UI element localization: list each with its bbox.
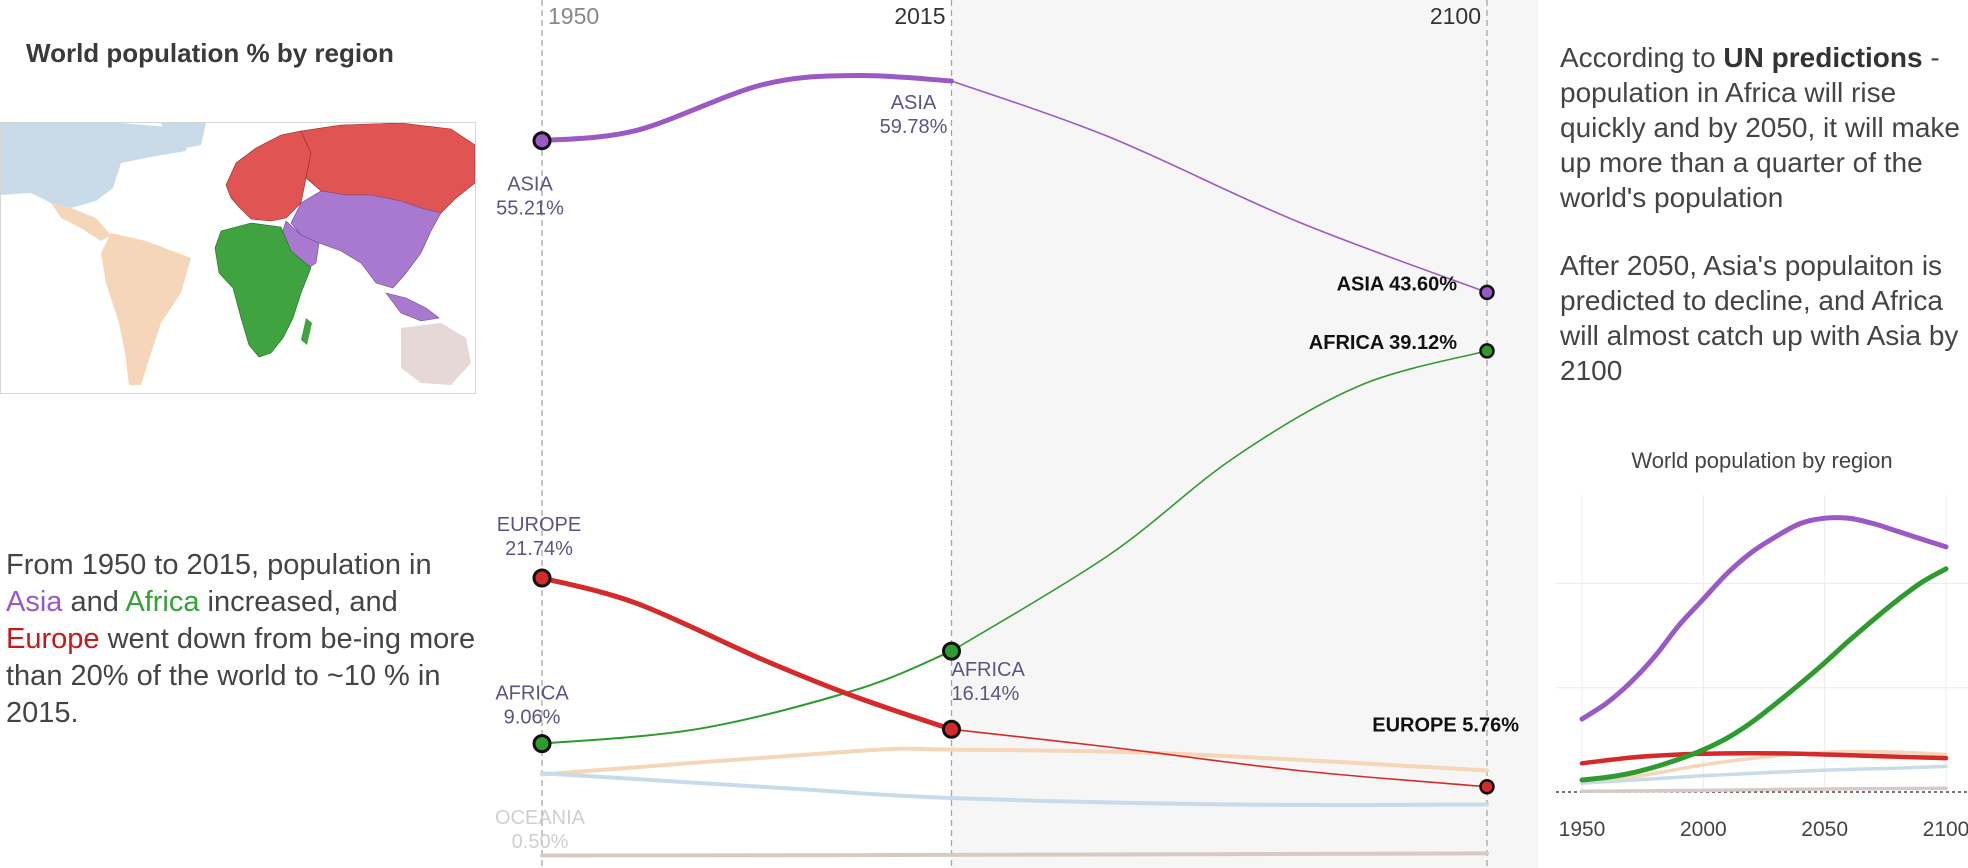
right-note-predictions: According to UN predictions - population… bbox=[1560, 40, 1965, 215]
mini-asia-line bbox=[1579, 515, 1949, 722]
mini-x-tick: 2050 bbox=[1801, 818, 1848, 841]
africa-2100-label: AFRICA 39.12% bbox=[1309, 332, 1457, 354]
year-marker-label: 2100 bbox=[1430, 3, 1481, 29]
series-3-line bbox=[540, 746, 1489, 777]
europe-point-2100 bbox=[1479, 778, 1495, 795]
left-note-africa: Africa bbox=[125, 586, 200, 618]
africa-line-historic bbox=[541, 650, 953, 745]
map-africa bbox=[214, 222, 312, 358]
asia-2015-label: ASIA 59.78% bbox=[880, 92, 948, 138]
africa-point-1950 bbox=[532, 734, 552, 754]
year-marker-label: 1950 bbox=[548, 3, 599, 29]
left-note-europe: Europe bbox=[6, 623, 100, 655]
europe-line-projected bbox=[950, 728, 1488, 788]
year-marker-label: 2015 bbox=[894, 3, 945, 29]
asia-point-1950 bbox=[532, 131, 552, 151]
left-note-text-3: increased, and bbox=[199, 586, 398, 618]
asia-line-projected bbox=[950, 80, 1488, 294]
asia-line-historic bbox=[539, 72, 954, 144]
oceania-line bbox=[540, 851, 1489, 858]
left-note-text-2: and bbox=[62, 586, 126, 618]
left-note-text-4: went down from be-ing more than 20% of t… bbox=[6, 623, 476, 729]
mini-chart-title: World population by region bbox=[1631, 448, 1892, 473]
map-southeast-asia-islands bbox=[385, 292, 440, 322]
mini-x-tick: 2100 bbox=[1923, 818, 1968, 841]
europe-line-historic bbox=[539, 575, 954, 732]
map-north-america bbox=[1, 123, 191, 208]
mini-series-4-line bbox=[1580, 764, 1948, 785]
europe-2100-label: EUROPE 5.76% bbox=[1372, 715, 1519, 737]
africa-line-projected bbox=[950, 350, 1488, 652]
right-note-after-2050: After 2050, Asia's populaiton is predict… bbox=[1560, 250, 1959, 386]
left-panel-title: World population % by region bbox=[26, 38, 394, 68]
mini-x-tick: 2000 bbox=[1680, 818, 1727, 841]
left-note-text-1: From 1950 to 2015, population in bbox=[6, 549, 432, 581]
africa-point-2015 bbox=[942, 641, 961, 661]
map-europe bbox=[225, 130, 312, 222]
map-australia bbox=[401, 323, 471, 385]
mini-europe-line bbox=[1579, 751, 1949, 766]
mini-series-5-line bbox=[1580, 786, 1948, 794]
right-note-rest: - population in Africa will rise quickly… bbox=[1560, 42, 1960, 213]
africa-1950-label: AFRICA 9.06% bbox=[495, 683, 569, 729]
series-4-line bbox=[540, 771, 1489, 807]
europe-point-2015 bbox=[942, 719, 961, 739]
europe-1950-label: EUROPE 21.74% bbox=[497, 514, 581, 560]
asia-1950-label: ASIA 55.21% bbox=[496, 174, 564, 220]
map-greenland bbox=[161, 123, 206, 149]
oceania-1950-label: OCEANIA 0.50% bbox=[495, 807, 586, 853]
left-note-asia: Asia bbox=[6, 586, 63, 618]
right-note-bold: UN predictions bbox=[1723, 42, 1923, 73]
mini-africa-line bbox=[1579, 566, 1949, 783]
asia-2100-label: ASIA 43.60% bbox=[1337, 273, 1458, 295]
mini-series-3-line bbox=[1580, 749, 1948, 785]
africa-point-2100 bbox=[1479, 343, 1495, 359]
africa-2015-label: AFRICA 16.14% bbox=[952, 659, 1026, 705]
mini-population-chart: World population by region 1950 2000 2050 2… bbox=[1556, 448, 1968, 841]
mini-x-tick: 1950 bbox=[1559, 818, 1606, 841]
map-south-america bbox=[101, 233, 191, 385]
map-central-america bbox=[51, 203, 111, 241]
asia-point-2100 bbox=[1479, 284, 1495, 301]
projection-background bbox=[951, 0, 1538, 868]
right-note-lead: According to bbox=[1560, 42, 1724, 73]
europe-point-1950 bbox=[532, 568, 552, 588]
world-region-map bbox=[0, 122, 476, 394]
map-madagascar bbox=[301, 318, 312, 345]
left-summary-note: From 1950 to 2015, population in Asia an… bbox=[6, 547, 476, 732]
